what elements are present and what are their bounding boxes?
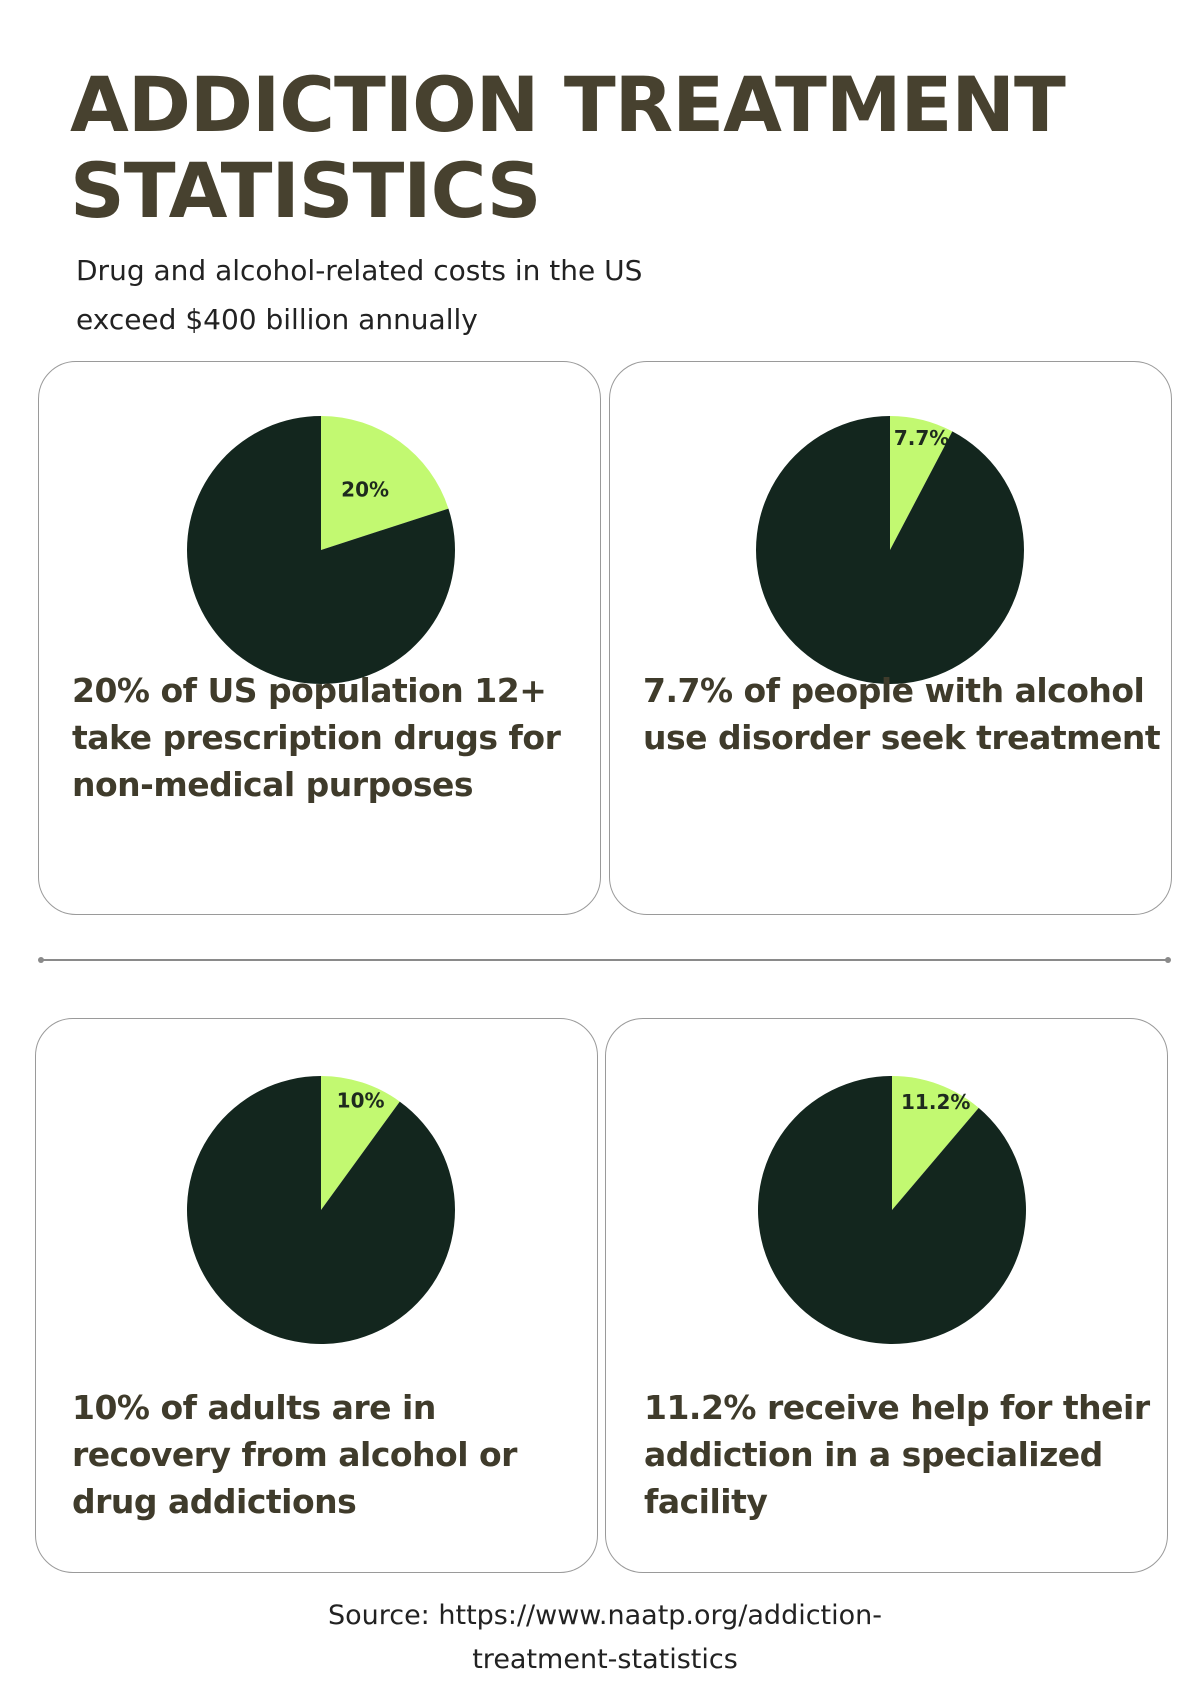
- pie-slice-highlight: [321, 416, 449, 550]
- pie-slice-remainder: [756, 416, 1024, 684]
- stat-card-4: 11.2% 11.2% receive help for their addic…: [605, 1018, 1168, 1573]
- stat-card-3: 10% 10% of adults are in recovery from a…: [35, 1018, 598, 1573]
- source-line-1: Source: https://www.naatp.org/addiction-: [327, 1600, 883, 1631]
- pie-slice-highlight: [890, 416, 953, 550]
- stat-line: 20% of US population 12+: [72, 671, 547, 710]
- stat-description-1: 20% of US population 12+ take prescripti…: [72, 667, 561, 808]
- pie-chart-1: 20%: [186, 416, 455, 684]
- title-line-1: ADDICTION TREATMENT: [70, 60, 1066, 149]
- stat-description-3: 10% of adults are in recovery from alcoh…: [72, 1384, 517, 1525]
- pie-slice-label: 11.2%: [901, 1090, 970, 1114]
- source-citation: Source: https://www.naatp.org/addiction-…: [200, 1594, 1010, 1682]
- pie-slice-remainder: [757, 1076, 1026, 1344]
- stat-line: 10% of adults are in: [72, 1388, 436, 1427]
- page-title: ADDICTION TREATMENT STATISTICS: [70, 60, 1066, 235]
- stat-card-1: 20% 20% of US population 12+ take prescr…: [38, 361, 601, 915]
- pie-slice-label: 10%: [337, 1088, 385, 1112]
- stat-card-2: 7.7% 7.7% of people with alcohol use dis…: [609, 361, 1172, 915]
- pie-slice-label: 20%: [341, 477, 389, 501]
- subtitle: Drug and alcohol-related costs in the US…: [76, 246, 776, 344]
- pie-slice-remainder: [186, 416, 455, 684]
- subtitle-line-1: Drug and alcohol-related costs in the US: [76, 254, 643, 287]
- title-line-2: STATISTICS: [70, 146, 541, 235]
- stat-description-4: 11.2% receive help for their addiction i…: [644, 1384, 1150, 1525]
- pie-chart-4: 11.2%: [757, 1076, 1026, 1344]
- stat-line: use disorder seek treatment: [643, 718, 1161, 757]
- pie-slice-label: 7.7%: [894, 426, 949, 450]
- subtitle-line-2: exceed $400 billion annually: [76, 303, 478, 336]
- stat-line: facility: [644, 1482, 768, 1521]
- stat-line: recovery from alcohol or: [72, 1435, 517, 1474]
- pie-chart-2: 7.7%: [756, 416, 1024, 684]
- stat-description-2: 7.7% of people with alcohol use disorder…: [643, 667, 1161, 761]
- stat-line: drug addictions: [72, 1482, 357, 1521]
- source-line-2: treatment-statistics: [472, 1644, 738, 1675]
- stat-line: non-medical purposes: [72, 765, 474, 804]
- stat-line: take prescription drugs for: [72, 718, 561, 757]
- pie-slice-highlight: [892, 1076, 979, 1210]
- stat-line: addiction in a specialized: [644, 1435, 1103, 1474]
- stat-line: 11.2% receive help for their: [644, 1388, 1150, 1427]
- stat-line: 7.7% of people with alcohol: [643, 671, 1145, 710]
- pie-slice-remainder: [187, 1076, 456, 1344]
- pie-slice-highlight: [321, 1076, 400, 1210]
- section-divider: [38, 957, 1171, 963]
- pie-chart-3: 10%: [187, 1076, 456, 1344]
